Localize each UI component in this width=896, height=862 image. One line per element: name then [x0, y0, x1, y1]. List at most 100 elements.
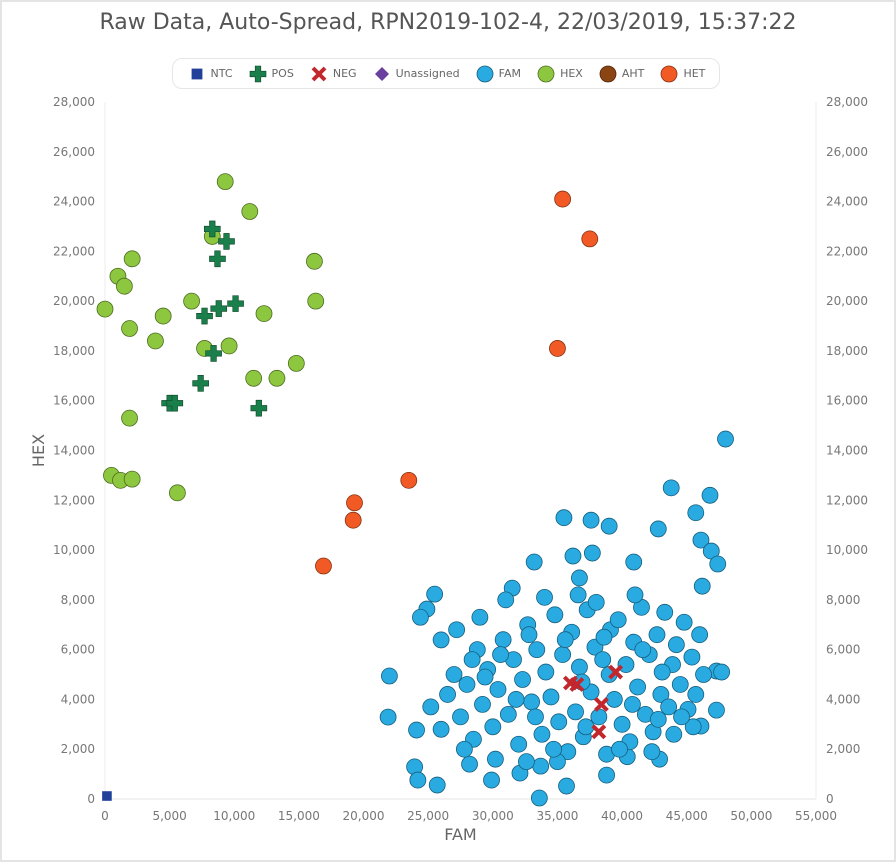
point-fam — [691, 626, 709, 644]
legend-marker — [374, 66, 389, 81]
point-fam — [550, 713, 568, 731]
point-hex — [241, 203, 259, 220]
point-fam — [717, 430, 734, 448]
point-fam — [600, 517, 618, 535]
y-tick-label-right: 28,000 — [826, 95, 868, 109]
x-tick-label: 15,000 — [278, 809, 320, 823]
legend-marker — [661, 65, 678, 82]
legend-item-fam[interactable]: FAM — [475, 64, 521, 84]
point-fam — [545, 740, 562, 758]
legend-label: FAM — [498, 67, 522, 80]
point-pos — [218, 233, 235, 250]
x-tick-label: 0 — [101, 809, 109, 823]
diamond-icon — [374, 66, 389, 81]
legend-label: NTC — [210, 67, 233, 80]
y-tick-label-left: 22,000 — [53, 244, 95, 258]
legend-item-neg[interactable]: NEG — [309, 64, 357, 84]
legend-marker — [191, 68, 202, 79]
legend: NTC POS NEG Unassigned FAM HEX AHT HET — [172, 58, 720, 89]
y-tick-label-right: 26,000 — [826, 145, 868, 159]
series-het — [315, 190, 599, 575]
point-fam — [582, 511, 600, 529]
point-fam — [684, 718, 702, 736]
point-fam — [648, 626, 666, 644]
point-fam — [483, 771, 500, 789]
point-hex — [220, 337, 238, 355]
point-neg — [591, 724, 607, 740]
point-fam — [695, 666, 712, 683]
x-tick-label: 35,000 — [536, 809, 578, 823]
point-fam — [409, 771, 427, 789]
chart-title: Raw Data, Auto-Spread, RPN2019-102-4, 22… — [99, 10, 797, 35]
point-fam — [422, 698, 440, 716]
point-fam — [667, 636, 685, 654]
legend-item-ntc[interactable]: NTC — [187, 64, 233, 84]
point-fam — [432, 631, 450, 649]
point-fam — [489, 681, 507, 698]
point-fam — [590, 708, 608, 726]
y-tick-label-left: 28,000 — [53, 95, 95, 109]
point-hex — [245, 369, 263, 387]
x-tick-label: 10,000 — [213, 809, 255, 823]
legend-item-aht[interactable]: AHT — [598, 64, 644, 84]
y-tick-label-right: 24,000 — [826, 195, 868, 209]
point-fam — [569, 586, 587, 604]
point-het — [315, 557, 332, 575]
point-fam — [533, 725, 551, 743]
point-het — [549, 340, 566, 357]
point-fam — [693, 577, 711, 595]
point-fam — [701, 486, 719, 504]
point-fam — [713, 663, 731, 681]
point-fam — [687, 686, 705, 703]
point-pos — [166, 394, 184, 412]
point-fam — [528, 641, 546, 659]
y-tick-label-right: 14,000 — [826, 444, 868, 458]
point-het — [554, 190, 572, 208]
point-fam — [537, 663, 555, 681]
legend-item-unassigned[interactable]: Unassigned — [372, 64, 460, 84]
series-hex — [96, 173, 325, 502]
y-tick-label-right: 16,000 — [826, 394, 868, 408]
y-tick-label-right: 4,000 — [826, 692, 860, 706]
point-hex — [183, 292, 201, 310]
point-pos — [227, 295, 244, 312]
y-tick-label-right: 10,000 — [826, 543, 868, 557]
point-fam — [671, 676, 689, 693]
point-fam — [542, 688, 560, 706]
point-fam — [692, 531, 710, 549]
point-het — [344, 511, 362, 529]
point-neg — [608, 664, 624, 680]
point-fam — [499, 705, 517, 723]
point-pos — [210, 300, 228, 317]
point-neg — [569, 677, 585, 692]
point-fam — [649, 520, 667, 538]
x-axis-title: FAM — [444, 825, 476, 844]
legend-item-hex[interactable]: HEX — [536, 64, 583, 84]
point-hex — [287, 354, 305, 372]
y-tick-label-left: 0 — [87, 792, 95, 806]
y-tick-label-left: 26,000 — [53, 145, 95, 159]
legend-marker — [311, 66, 327, 81]
y-axis-title: HEX — [29, 434, 48, 467]
x-tick-label: 40,000 — [601, 809, 643, 823]
circle-icon — [661, 65, 678, 82]
circle-icon — [476, 65, 494, 82]
point-hex — [168, 484, 186, 502]
legend-label: NEG — [332, 67, 357, 80]
point-fam — [428, 776, 446, 794]
legend-item-pos[interactable]: POS — [248, 64, 294, 84]
point-hex — [123, 250, 141, 268]
point-fam — [656, 603, 674, 621]
point-fam — [520, 626, 538, 644]
point-fam — [463, 651, 481, 668]
point-fam — [554, 646, 572, 664]
point-fam — [536, 588, 553, 606]
point-fam — [530, 789, 548, 807]
point-fam — [617, 656, 635, 673]
x-tick-label: 50,000 — [730, 809, 772, 823]
point-fam — [484, 718, 502, 736]
square-icon — [191, 68, 202, 79]
legend-item-het[interactable]: HET — [659, 64, 705, 84]
